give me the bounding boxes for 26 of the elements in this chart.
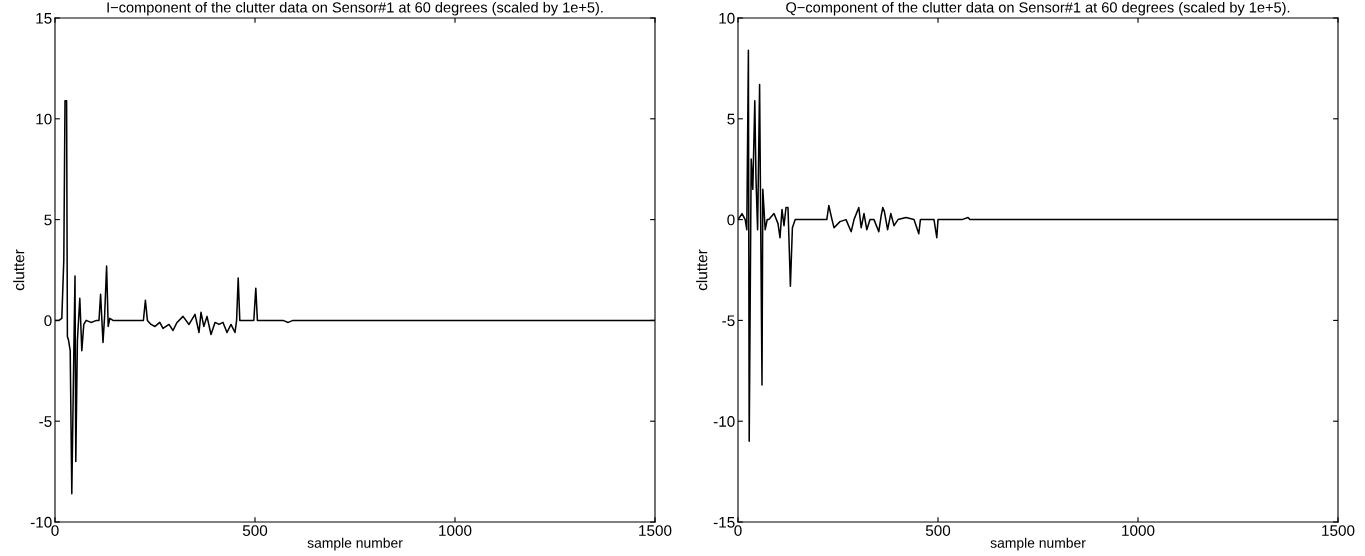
- y-tick-label: 5: [44, 214, 52, 226]
- y-tick-label: 10: [36, 113, 52, 125]
- x-tick-label: 1000: [439, 525, 472, 536]
- y-tick-label: 15: [36, 13, 52, 24]
- y-axis-title: clutter: [696, 249, 708, 291]
- y-tick-label: 0: [727, 214, 735, 226]
- x-tick-label: 1500: [639, 525, 672, 536]
- y-tick-label: -10: [713, 416, 735, 427]
- y-tick-label: 0: [44, 315, 52, 327]
- x-tick-label: 0: [51, 525, 59, 536]
- x-tick-label: 500: [242, 525, 268, 536]
- x-tick-label: 500: [925, 525, 951, 536]
- y-tick-label: -5: [39, 416, 52, 427]
- x-axis-title: sample number: [307, 537, 403, 551]
- chart-title: I−component of the clutter data on Sensor#1 at 60 degrees (scaled by 1e+5).: [107, 1, 603, 16]
- x-axis-title: sample number: [990, 537, 1086, 551]
- x-tick-label: 1000: [1122, 525, 1155, 536]
- y-tick-label: 10: [719, 12, 735, 24]
- x-tick-label: 0: [734, 525, 742, 536]
- y-axis-title: clutter: [13, 249, 25, 291]
- y-tick-label: 5: [727, 113, 735, 125]
- y-tick-label: -10: [30, 516, 52, 528]
- y-tick-label: -5: [722, 315, 735, 327]
- chart-title: Q−component of the clutter data on Sensor#1 at 60 degrees (scaled by 1e+5).: [786, 1, 1290, 16]
- y-tick-label: -15: [713, 517, 735, 528]
- x-tick-label: 1500: [1322, 525, 1355, 536]
